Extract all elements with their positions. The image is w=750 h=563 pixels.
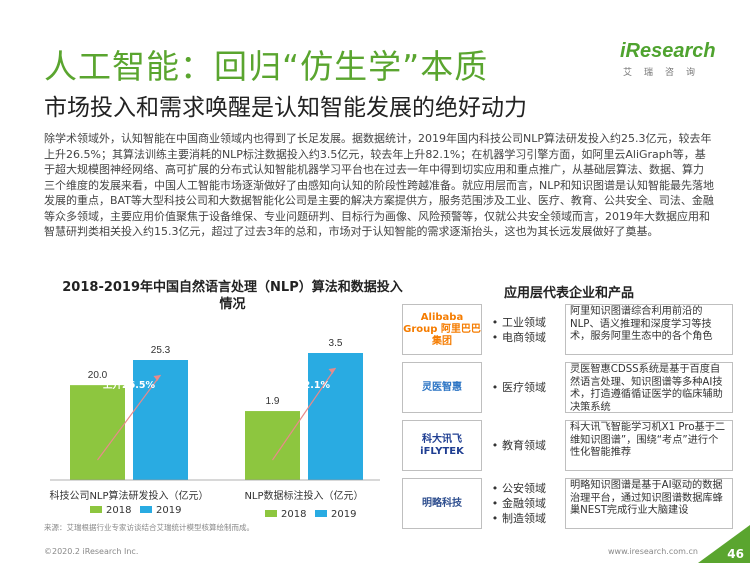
copyright: ©2020.2 iResearch Inc.	[44, 547, 139, 556]
legend-label-2019: 2019	[156, 505, 181, 516]
field-item: 教育领域	[488, 438, 566, 453]
product-description: 灵医智惠CDSS系统是基于百度自然语言处理、知识图谱等多种AI技术，打造遵循循证…	[565, 362, 733, 413]
application-fields: 教育领域	[488, 420, 566, 471]
brand-name: iResearch	[620, 40, 716, 62]
legend-label-2018: 2018	[106, 505, 131, 516]
bar-value-label: 3.5	[329, 338, 343, 349]
company-logo-text: 明略科技	[422, 497, 462, 509]
source-note: 来源：艾瑞根据行业专家访谈结合艾瑞统计模型核算绘制而成。	[44, 523, 254, 532]
website: www.iresearch.com.cn	[608, 547, 698, 556]
application-fields: 医疗领域	[488, 362, 566, 413]
company-logo-text: 科大讯飞 iFLYTEK	[420, 433, 464, 457]
page-corner	[698, 525, 750, 563]
field-item: 电商领域	[488, 330, 566, 345]
product-description: 明略知识图谱是基于AI驱动的数据治理平台，通过知识图谱数据库蜂巢NEST完成行业…	[565, 478, 733, 529]
iresearch-logo: iResearch 艾瑞咨询	[620, 40, 716, 78]
bar-0-2018	[70, 385, 125, 480]
legend-swatch-2019	[315, 510, 327, 517]
application-fields: 公安领域金融领域制造领域	[488, 478, 566, 529]
field-item: 公安领域	[488, 481, 566, 496]
category-label: 科技公司NLP算法研发投入（亿元）	[49, 489, 208, 502]
company-row: Alibaba Group 阿里巴巴集团工业领域电商领域阿里知识图谱综合利用前沿…	[402, 304, 736, 355]
company-logo: 科大讯飞 iFLYTEK	[402, 420, 482, 471]
bar-1-2019	[308, 353, 363, 480]
legend-swatch-2019	[140, 506, 152, 513]
page-title: 人工智能：回归“仿生学”本质	[44, 47, 489, 86]
category-label: NLP数据标注投入（亿元）	[244, 489, 363, 502]
field-item: 制造领域	[488, 511, 566, 526]
bar-1-2018	[245, 411, 300, 480]
product-description: 科大讯飞智能学习机X1 Pro基于二维知识图谱”，围绕“考点”进行个性化智能推荐	[565, 420, 733, 471]
growth-label: 上升26.5%	[103, 379, 155, 391]
growth-arrow-line	[272, 367, 336, 461]
legend-label-2018: 2018	[281, 509, 306, 520]
legend-swatch-2018	[265, 510, 277, 517]
legend-label-2019: 2019	[331, 509, 356, 520]
bar-0-2019	[133, 360, 188, 480]
page-number: 46	[727, 547, 744, 561]
application-fields: 工业领域电商领域	[488, 304, 566, 355]
bar-value-label: 25.3	[151, 345, 171, 356]
legend-swatch-2018	[90, 506, 102, 513]
field-item: 金融领域	[488, 496, 566, 511]
growth-arrow-line	[97, 374, 161, 461]
company-logo-text: Alibaba Group 阿里巴巴集团	[403, 311, 481, 347]
growth-arrow-head	[153, 375, 161, 381]
bar-value-label: 1.9	[266, 396, 280, 407]
company-logo: 灵医智惠	[402, 362, 482, 413]
company-row: 明略科技 公安领域金融领域制造领域明略知识图谱是基于AI驱动的数据治理平台，通过知…	[402, 478, 736, 529]
nlp-investment-chart: 20.0 25.3 上升26.5% 科技公司NLP算法研发投入（亿元） 1.9 3.5 上升…	[49, 338, 380, 520]
company-logo-text: 灵医智惠	[422, 381, 462, 393]
body-paragraph: 除学术领域外，认知智能在中国商业领域内也得到了长足发展。据数据统计，2019年国…	[44, 132, 714, 238]
bar-value-label: 20.0	[88, 370, 108, 381]
growth-arrow-head	[328, 368, 336, 374]
field-item: 医疗领域	[488, 380, 566, 395]
company-logo: 明略科技	[402, 478, 482, 529]
growth-label: 上升82.1%	[278, 379, 330, 391]
right-panel-title: 应用层代表企业和产品	[503, 286, 634, 301]
brand-name-cn: 艾瑞咨询	[622, 68, 707, 78]
company-logo: Alibaba Group 阿里巴巴集团	[402, 304, 482, 355]
page-subtitle: 市场投入和需求唤醒是认知智能发展的绝好动力	[44, 95, 527, 121]
company-row: 灵医智惠 医疗领域灵医智惠CDSS系统是基于百度自然语言处理、知识图谱等多种AI技…	[402, 362, 736, 413]
field-item: 工业领域	[488, 315, 566, 330]
chart-title: 2018-2019年中国自然语言处理（NLP）算法和数据投入情况	[62, 280, 403, 312]
product-description: 阿里知识图谱综合利用前沿的NLP、语义推理和深度学习等技术，服务阿里生态中的各个…	[565, 304, 733, 355]
